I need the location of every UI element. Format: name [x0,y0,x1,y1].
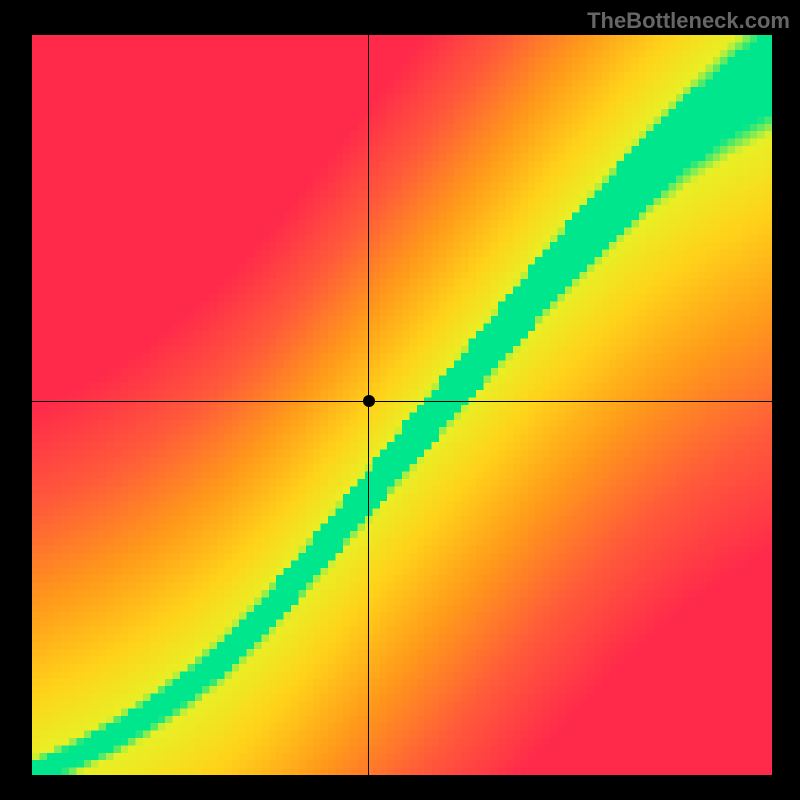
crosshair-horizontal [32,401,772,402]
heatmap-canvas [32,35,772,775]
chart-container: TheBottleneck.com [0,0,800,800]
watermark-text: TheBottleneck.com [587,8,790,34]
heatmap-chart [32,35,772,775]
marker-point [363,395,375,407]
